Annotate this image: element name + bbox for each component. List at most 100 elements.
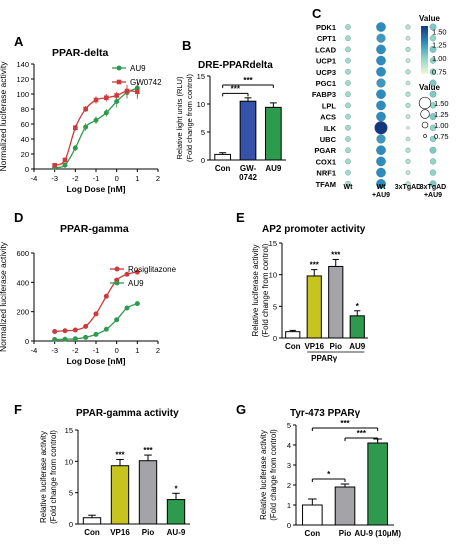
chart-a-y-tick-label: 100 <box>16 90 29 99</box>
chart-g-category-label: AU-9 (10μM) <box>354 529 401 538</box>
chart-g-significance-label: * <box>327 470 331 479</box>
chart-a-x-tick-label: -2 <box>72 174 79 183</box>
chart-a-y-tick-label: 120 <box>16 75 29 84</box>
chart-c-dot <box>429 135 437 143</box>
chart-a-point <box>62 162 68 168</box>
chart-c-dot <box>376 44 386 55</box>
chart-d-x-tick-label: 1 <box>135 346 139 355</box>
chart-c-dot <box>345 158 351 165</box>
chart-f-y-tick-label: 5 <box>69 489 73 498</box>
chart-c-dot <box>345 147 351 153</box>
chart-c-row-label: CPT1 <box>317 34 336 43</box>
chart-f-bar <box>110 465 130 525</box>
chart-f-category-label: Pio <box>142 528 155 537</box>
chart-d-legend-label: AU9 <box>128 279 144 288</box>
chart-d-x-tick-label: 0 <box>115 346 119 355</box>
chart-b-category-label: AU9 <box>265 164 282 173</box>
chart-a-y-tick-label: 20 <box>21 150 29 159</box>
chart-d-point <box>93 331 99 337</box>
chart-a-x-tick-label: -4 <box>31 174 38 183</box>
chart-d-x-tick-label: -3 <box>51 346 58 355</box>
chart-c-row-label: ILK <box>324 124 337 133</box>
chart-c-dot <box>405 147 411 153</box>
chart-b-bar <box>264 106 282 161</box>
chart-c-row-label: UBC <box>320 135 337 144</box>
chart-c-dot <box>345 80 351 86</box>
chart-d-y-axis-label: Normalized luciferase activity <box>0 241 8 352</box>
chart-c-color-tick-label: 1.50 <box>432 27 447 36</box>
chart-c-dot <box>405 80 411 86</box>
chart-f-bar <box>166 499 186 525</box>
chart-f-bar: 0 5 10 15 Con VP16 *** Pio *** AU-9 * Relative luci… <box>39 426 190 537</box>
chart-c-dot <box>429 68 437 75</box>
chart-b-bar: 0 5 10 15 Con GW-0742 AU9 ****** Relative light … <box>175 72 286 182</box>
chart-d-legend-marker <box>114 280 120 286</box>
chart-d-y-tick-label: 200 <box>16 308 29 317</box>
panel-f-title: PPAR-gamma activity <box>76 408 179 419</box>
panel-letter-b: B <box>182 38 191 53</box>
chart-c-dot <box>345 91 351 97</box>
chart-c-dot <box>405 69 411 75</box>
chart-d-x-tick-label: -4 <box>31 346 38 355</box>
chart-a-x-axis-label: Log Dose [nM] <box>66 184 125 194</box>
chart-c-row-label: PGAR <box>314 146 336 155</box>
chart-f-significance-label: *** <box>143 446 153 455</box>
panel-letter-a: A <box>14 34 24 49</box>
chart-c-dot <box>376 145 386 156</box>
chart-e-y-axis-label: Relative luciferase activity <box>251 244 260 336</box>
chart-f-significance-label: *** <box>115 450 125 459</box>
panel-letter-g: G <box>236 402 246 417</box>
chart-c-size-tick-label: 1.25 <box>434 110 449 119</box>
chart-d-point <box>83 334 89 340</box>
chart-b-y-axis-label: Relative light units (RLU) <box>175 76 184 159</box>
chart-c-dot <box>376 78 386 88</box>
chart-g-y-tick-label: 2 <box>287 481 291 490</box>
chart-a-point <box>83 124 89 130</box>
chart-c-dot <box>405 158 411 164</box>
chart-g-y-tick-label: 3 <box>287 461 291 470</box>
chart-b-category-label: Con <box>215 164 231 173</box>
chart-c-dot <box>345 169 351 176</box>
chart-e-bar <box>328 265 344 339</box>
chart-d-point <box>134 269 140 275</box>
chart-a-x-tick-label: 1 <box>135 174 139 183</box>
chart-d-x-tick-label: -2 <box>72 346 79 355</box>
chart-c-dot <box>376 89 386 100</box>
chart-c-dot <box>345 125 351 131</box>
chart-a-point <box>73 125 78 131</box>
chart-f-category-label: AU-9 <box>167 528 186 537</box>
chart-c-dot <box>405 24 411 30</box>
chart-c-color-tick-label: 1.00 <box>432 54 447 63</box>
chart-c-dot <box>406 126 410 130</box>
chart-d-point <box>72 327 78 333</box>
chart-c-dot <box>376 55 386 66</box>
chart-b-y-axis-label-2: (Fold change from control) <box>185 74 194 162</box>
chart-b-y-tick-label: 10 <box>197 100 205 109</box>
chart-c-dot <box>405 102 411 108</box>
chart-d-y-tick-label: 400 <box>16 278 29 287</box>
chart-c-dot <box>429 124 437 131</box>
chart-a-x-tick-label: -1 <box>93 174 100 183</box>
chart-c-dot <box>405 58 411 63</box>
chart-c-row-label: COX1 <box>316 157 336 166</box>
chart-a-legend-label: AU9 <box>130 64 146 73</box>
chart-d-point <box>124 271 130 277</box>
chart-e-category-label: VP16 <box>304 342 324 351</box>
chart-c-color-legend-title: Value <box>419 14 440 23</box>
chart-c-row-label: ACS <box>320 113 336 122</box>
chart-d-point <box>93 311 99 317</box>
chart-f-category-label: Con <box>84 528 100 537</box>
chart-c-row-label: LCAD <box>315 45 336 54</box>
panel-g-title: Tyr-473 PPARγ <box>290 408 361 419</box>
chart-c-row-label: PDK1 <box>316 23 336 32</box>
chart-d-x-tick-label: -1 <box>93 346 100 355</box>
chart-c-column-label: 3xTgAD <box>395 184 421 191</box>
chart-c-dot <box>405 181 411 187</box>
chart-a-point <box>103 110 109 116</box>
chart-c-dot <box>376 100 386 111</box>
chart-c-dot <box>345 102 351 109</box>
chart-f-y-tick-label: 15 <box>65 426 73 435</box>
chart-c-size-tick-label: 0.75 <box>434 132 449 141</box>
chart-c-dot <box>405 35 411 41</box>
